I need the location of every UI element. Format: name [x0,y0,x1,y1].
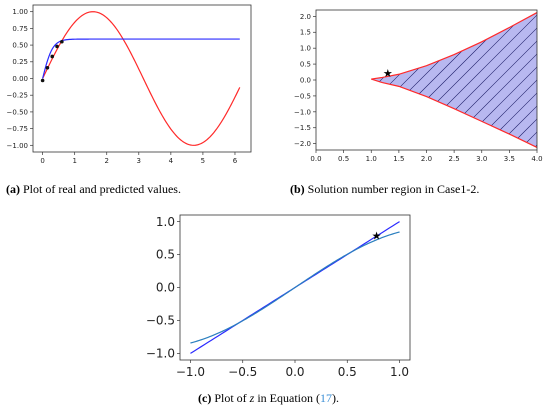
x-tick-label: 0.0 [285,365,304,379]
chart-c-star-marker: ★ [372,230,382,243]
caption-a: (a) Plot of real and predicted values. [6,182,181,197]
hatch-line [466,12,537,148]
data-point [45,66,50,70]
y-tick-label: −0.5 [146,314,175,328]
chart-b-region-fill [371,12,537,148]
chart-a-series-predicted [42,38,240,79]
y-tick-label: −1.00 [7,142,28,150]
y-tick-label: 1.00 [12,8,28,16]
y-tick-label: −0.25 [7,92,28,100]
y-tick-label: −1.0 [146,347,175,361]
x-tick-label: 2.0 [421,155,432,163]
hatch-line [505,12,537,148]
chart-b-upper-boundary [371,12,538,80]
chart-a-ticks: 0 1 2 3 4 5 6 −1.00 −0.75 −0.50 −0.25 0.00 0.25 0.50 0… [7,8,238,165]
caption-c: (c) Plot of z in Equation (17). [198,391,339,406]
x-tick-label: −1.0 [176,365,205,379]
chart-b-frame [315,9,538,151]
hatch-line [479,12,537,148]
x-tick-label: 0 [40,157,44,165]
caption-b: (b) Solution number region in Case1-2. [290,182,479,197]
x-tick-label: 0.5 [338,155,349,163]
chart-a: 0 1 2 3 4 5 6 −1.00 −0.75 −0.50 −0.25 0.00 0.25 0.50 0… [7,4,252,165]
caption-a-text: Plot of real and predicted values. [20,182,181,196]
y-tick-label: 0.25 [12,58,28,66]
y-tick-label: 1.0 [300,45,311,53]
x-tick-label: 1.0 [366,155,377,163]
chart-b-star-marker: ★ [383,67,393,80]
y-tick-label: −1.5 [294,124,311,132]
chart-c-series-curve [190,231,400,344]
y-tick-label: −2.0 [294,140,311,148]
caption-b-text: Solution number region in Case1-2. [304,182,480,196]
hatch-line [545,0,550,150]
x-tick-label: 3 [137,157,141,165]
chart-a-frame [32,4,252,153]
x-tick-label: 2 [105,157,109,165]
caption-c-tag: (c) [198,391,212,405]
hatch-line [492,12,537,148]
y-tick-label: 0.5 [156,248,175,262]
data-point [60,39,64,44]
caption-c-ref[interactable]: 17 [320,391,332,405]
chart-b-lower-boundary [371,78,538,148]
x-tick-label: 2.5 [449,155,460,163]
caption-c-pre: Plot of [211,391,250,405]
caption-c-mid: in Equation ( [254,391,320,405]
y-tick-label: −0.75 [7,125,28,133]
y-tick-label: 0.75 [12,25,28,33]
caption-c-post: ). [332,391,339,405]
x-tick-label: 3.5 [504,155,515,163]
hatch-line [453,12,537,148]
x-tick-label: 0.5 [338,365,357,379]
y-tick-label: 0.50 [12,42,28,50]
y-tick-label: 0.5 [300,61,311,69]
x-tick-label: 4 [169,157,174,165]
x-tick-label: 6 [233,157,238,165]
chart-c-frame [179,214,411,361]
y-tick-label: 0.0 [300,76,311,84]
data-point [55,44,59,49]
y-tick-label: 2.0 [300,13,311,21]
chart-c: −1.0 −0.5 0.0 0.5 1.0 −1.0 −0.5 0.0 0.5 1.0 ★ [146,214,411,379]
y-tick-label: −0.5 [294,92,311,100]
y-tick-label: −0.50 [7,108,28,116]
x-tick-label: 4.0 [531,155,542,163]
chart-c-ticks: −1.0 −0.5 0.0 0.5 1.0 −1.0 −0.5 0.0 0.5 1.0 [146,215,409,379]
chart-a-points [40,39,64,83]
chart-a-series-real [42,11,241,146]
data-point [50,54,55,59]
x-tick-label: 1.0 [390,365,409,379]
y-tick-label: −1.0 [294,108,311,116]
y-tick-label: 1.0 [156,215,175,229]
y-tick-label: 0.0 [156,281,175,295]
chart-b-ticks: 0.0 0.5 1.0 1.5 2.0 2.5 3.0 3.5 4.0 −2.0 −1.5 −1.0 −… [294,13,543,163]
chart-b: 0.0 0.5 1.0 1.5 2.0 2.5 3.0 3.5 4.0 −2.0 −1.5 −1.0 −… [294,0,550,163]
y-tick-label: 0.00 [12,75,28,83]
x-tick-label: 0.0 [310,155,321,163]
x-tick-label: 1.5 [393,155,404,163]
caption-a-tag: (a) [6,182,20,196]
x-tick-label: 3.0 [476,155,487,163]
x-tick-label: 5 [201,157,205,165]
caption-c-var: z [249,391,255,405]
x-tick-label: −0.5 [228,365,257,379]
data-point [40,78,45,83]
caption-b-tag: (b) [290,182,305,196]
y-tick-label: 1.5 [300,29,311,37]
x-tick-label: 1 [72,157,76,165]
